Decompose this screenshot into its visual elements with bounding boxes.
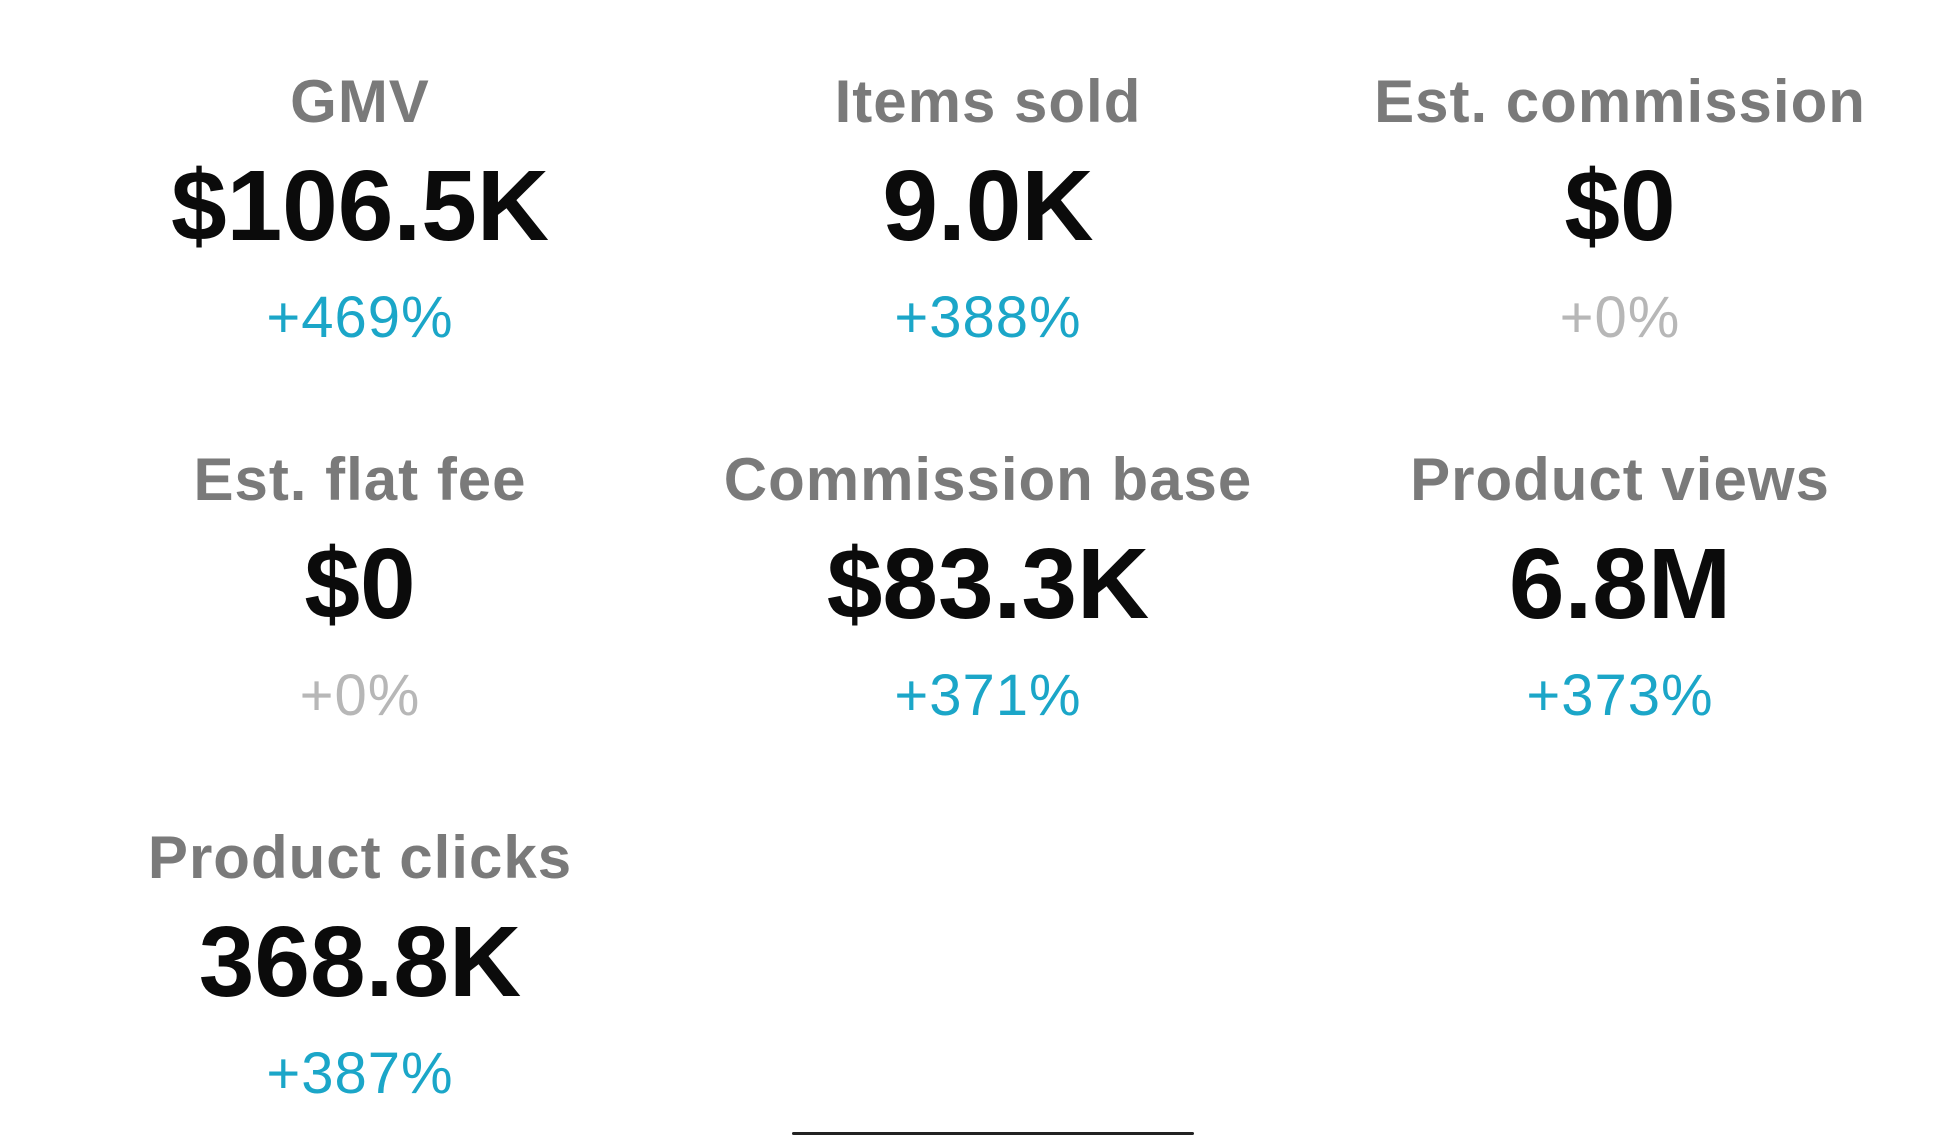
metric-card-gmv[interactable]: GMV $106.5K +469% <box>60 62 660 358</box>
metric-change: +0% <box>299 663 421 728</box>
metric-value: $0 <box>1564 150 1676 262</box>
metric-card-product-clicks[interactable]: Product clicks 368.8K +387% <box>60 818 660 1114</box>
metric-change: +371% <box>894 663 1082 728</box>
metric-card-items-sold[interactable]: Items sold 9.0K +388% <box>688 62 1288 358</box>
metric-card-commission-base[interactable]: Commission base $83.3K +371% <box>688 440 1288 736</box>
home-indicator[interactable] <box>792 1132 1194 1135</box>
metric-change: +0% <box>1559 285 1681 350</box>
metric-value: 9.0K <box>882 150 1094 262</box>
metric-label: Product views <box>1410 446 1830 513</box>
metric-value: 368.8K <box>198 906 522 1018</box>
metric-card-product-views[interactable]: Product views 6.8M +373% <box>1320 440 1920 736</box>
metric-value: $83.3K <box>826 528 1150 640</box>
metric-label: Est. flat fee <box>193 446 527 513</box>
metric-change: +388% <box>894 285 1082 350</box>
metric-value: 6.8M <box>1508 528 1732 640</box>
metric-card-est-flat-fee[interactable]: Est. flat fee $0 +0% <box>60 440 660 736</box>
metric-change: +469% <box>266 285 454 350</box>
metric-label: Est. commission <box>1374 68 1866 135</box>
metric-value: $0 <box>304 528 416 640</box>
metric-change: +373% <box>1526 663 1714 728</box>
metric-change: +387% <box>266 1041 454 1106</box>
metric-value: $106.5K <box>170 150 550 262</box>
metric-label: Items sold <box>834 68 1142 135</box>
metric-label: Commission base <box>723 446 1253 513</box>
metric-label: Product clicks <box>147 824 573 891</box>
metric-card-est-commission[interactable]: Est. commission $0 +0% <box>1320 62 1920 358</box>
metric-label: GMV <box>290 68 430 135</box>
